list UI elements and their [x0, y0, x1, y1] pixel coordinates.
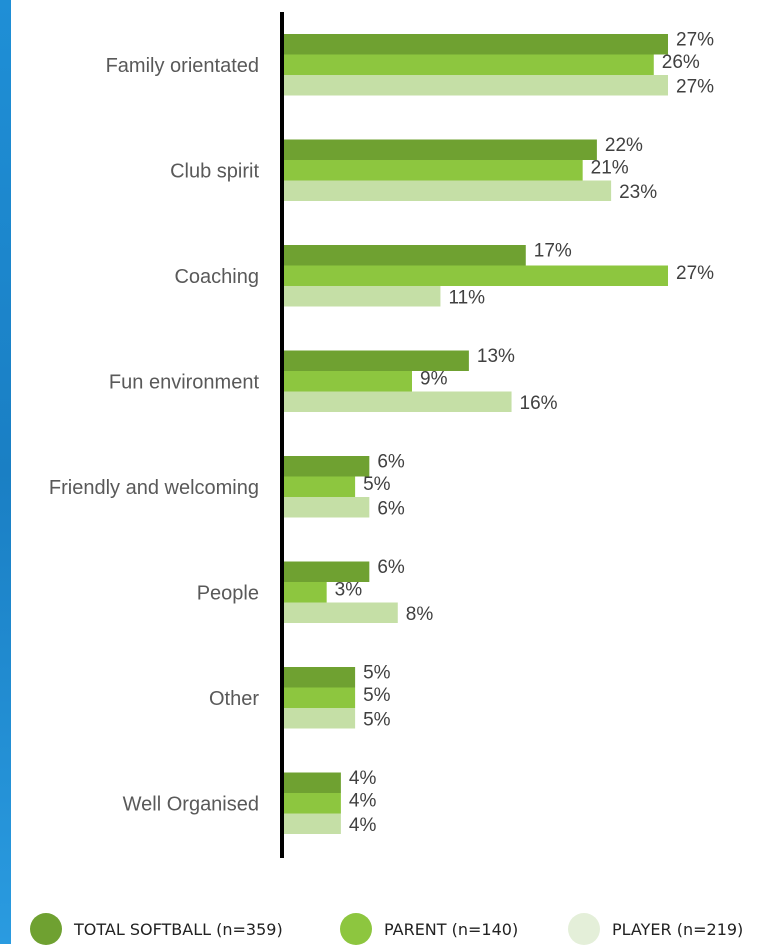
bar-total — [284, 456, 370, 477]
value-label-player: 23% — [619, 182, 657, 203]
value-label-total: 4% — [349, 768, 377, 789]
bar-total — [284, 772, 341, 793]
value-label-total: 13% — [477, 346, 515, 367]
category-label: People — [197, 582, 259, 604]
bar-parent — [284, 476, 356, 497]
bar-parent — [284, 793, 341, 814]
value-label-player: 6% — [377, 498, 405, 519]
value-label-player: 16% — [520, 393, 558, 414]
value-label-parent: 4% — [349, 790, 377, 811]
legend-item-total: TOTAL SOFTBALL (n=359) — [30, 913, 283, 945]
value-label-parent: 21% — [591, 157, 629, 178]
category-label: Coaching — [174, 266, 259, 288]
category-label: Other — [209, 688, 259, 710]
bar-parent — [284, 160, 583, 181]
value-label-parent: 5% — [363, 685, 391, 706]
category-label: Club spirit — [170, 160, 259, 182]
category-label: Friendly and welcoming — [49, 477, 259, 499]
legend-swatch-total — [30, 913, 62, 945]
value-label-parent: 26% — [662, 52, 700, 73]
bar-player — [284, 497, 370, 518]
bar-total — [284, 561, 370, 582]
bar-parent — [284, 265, 668, 286]
bar-total — [284, 667, 356, 688]
value-label-total: 6% — [377, 451, 405, 472]
value-label-total: 22% — [605, 135, 643, 156]
bar-player — [284, 75, 668, 96]
legend-item-parent: PARENT (n=140) — [340, 913, 519, 945]
legend-swatch-parent — [340, 913, 372, 945]
bar-player — [284, 391, 512, 412]
bar-player — [284, 602, 398, 623]
bar-total — [284, 350, 469, 371]
value-label-parent: 3% — [335, 579, 363, 600]
category-label: Fun environment — [109, 371, 260, 393]
legend-label-player: PLAYER (n=219) — [612, 919, 744, 939]
bar-parent — [284, 54, 654, 75]
bar-parent — [284, 582, 327, 603]
value-label-total: 6% — [377, 557, 405, 578]
bar-player — [284, 286, 441, 307]
value-label-parent: 9% — [420, 368, 448, 389]
value-label-total: 5% — [363, 662, 391, 683]
bars-layer — [284, 34, 668, 834]
category-label: Well Organised — [123, 793, 259, 815]
value-label-player: 11% — [448, 287, 485, 308]
value-label-total: 17% — [534, 240, 572, 261]
bar-player — [284, 180, 612, 201]
bar-total — [284, 139, 597, 160]
value-label-total: 27% — [676, 29, 714, 50]
legend-label-parent: PARENT (n=140) — [384, 919, 519, 939]
value-label-player: 5% — [363, 709, 391, 730]
bar-total — [284, 245, 526, 266]
category-label: Family orientated — [106, 55, 259, 77]
edge-strip — [0, 0, 11, 944]
legend-item-player: PLAYER (n=219) — [568, 913, 744, 945]
bar-player — [284, 813, 341, 834]
value-label-player: 8% — [406, 604, 434, 625]
value-label-player: 27% — [676, 76, 714, 97]
bar-total — [284, 34, 668, 55]
legend: TOTAL SOFTBALL (n=359) PARENT (n=140) PL… — [30, 913, 765, 945]
value-label-parent: 27% — [676, 263, 714, 284]
legend-swatch-player — [568, 913, 600, 945]
value-label-player: 4% — [349, 815, 377, 836]
legend-label-total: TOTAL SOFTBALL (n=359) — [74, 919, 283, 939]
value-label-parent: 5% — [363, 474, 391, 495]
bar-parent — [284, 687, 356, 708]
bar-parent — [284, 371, 412, 392]
bar-player — [284, 708, 356, 729]
